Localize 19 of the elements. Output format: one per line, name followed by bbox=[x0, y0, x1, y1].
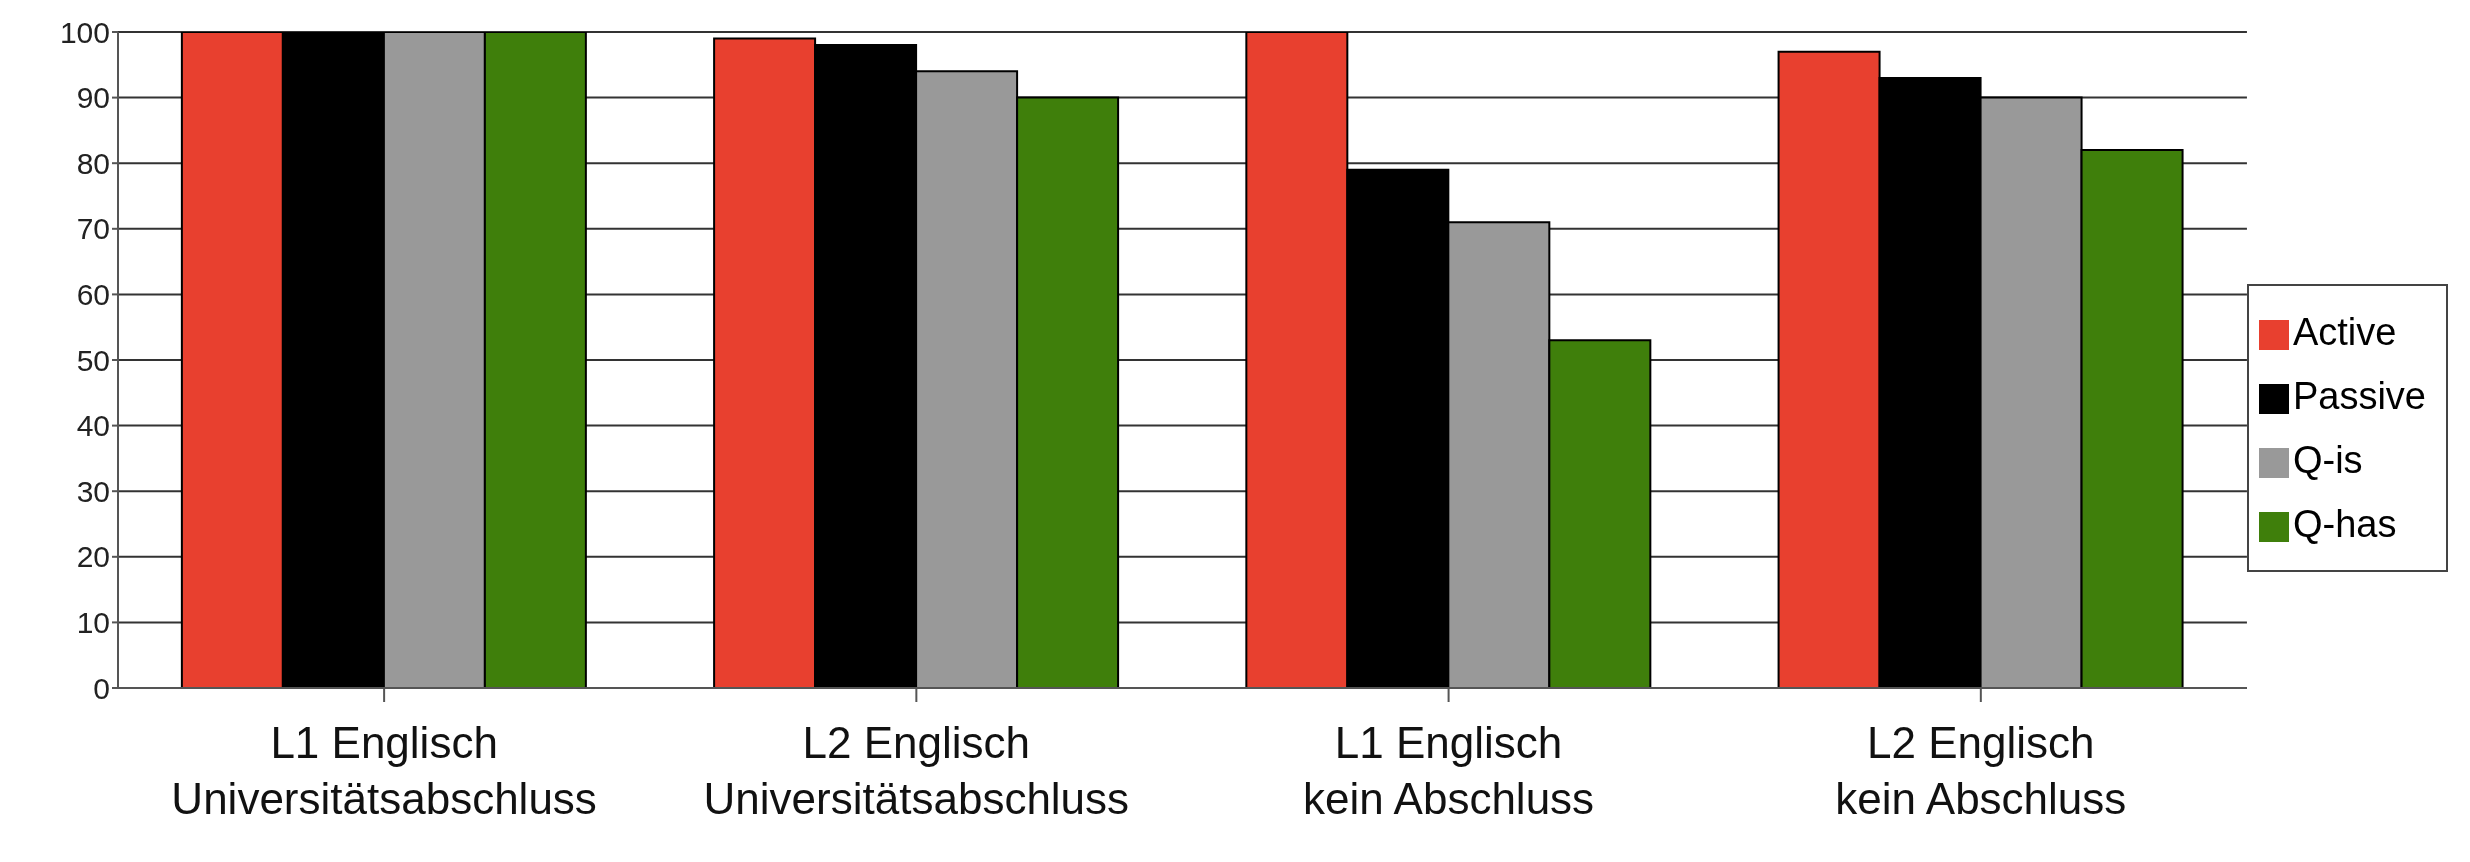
legend-label: Passive bbox=[2292, 375, 2426, 417]
y-tick-label: 40 bbox=[76, 409, 110, 443]
y-tick-label: 80 bbox=[76, 146, 110, 180]
x-tick-label: L1 Englisch Universitätsabschluss bbox=[171, 718, 597, 823]
legend-label: Q-is bbox=[2292, 439, 2363, 481]
y-tick-label: 60 bbox=[76, 278, 110, 312]
y-tick-label: 70 bbox=[76, 212, 110, 246]
y-tick-label: 100 bbox=[59, 15, 110, 49]
x-tick-label: L2 Englisch kein Abschluss bbox=[1835, 718, 2127, 823]
y-tick-label: 10 bbox=[76, 606, 110, 640]
legend-label: Q-has bbox=[2292, 503, 2397, 545]
x-tick-label: L2 Englisch Universitätsabschluss bbox=[703, 718, 1130, 823]
y-tick-label: 90 bbox=[76, 81, 110, 115]
legend-label: Active bbox=[2292, 311, 2397, 353]
y-tick-label: 50 bbox=[76, 343, 110, 377]
y-tick-label: 20 bbox=[76, 540, 110, 574]
y-tick-label: 0 bbox=[93, 671, 110, 705]
x-tick-label: L1 Englisch kein Abschluss bbox=[1303, 718, 1595, 823]
y-tick-label: 30 bbox=[76, 474, 110, 508]
